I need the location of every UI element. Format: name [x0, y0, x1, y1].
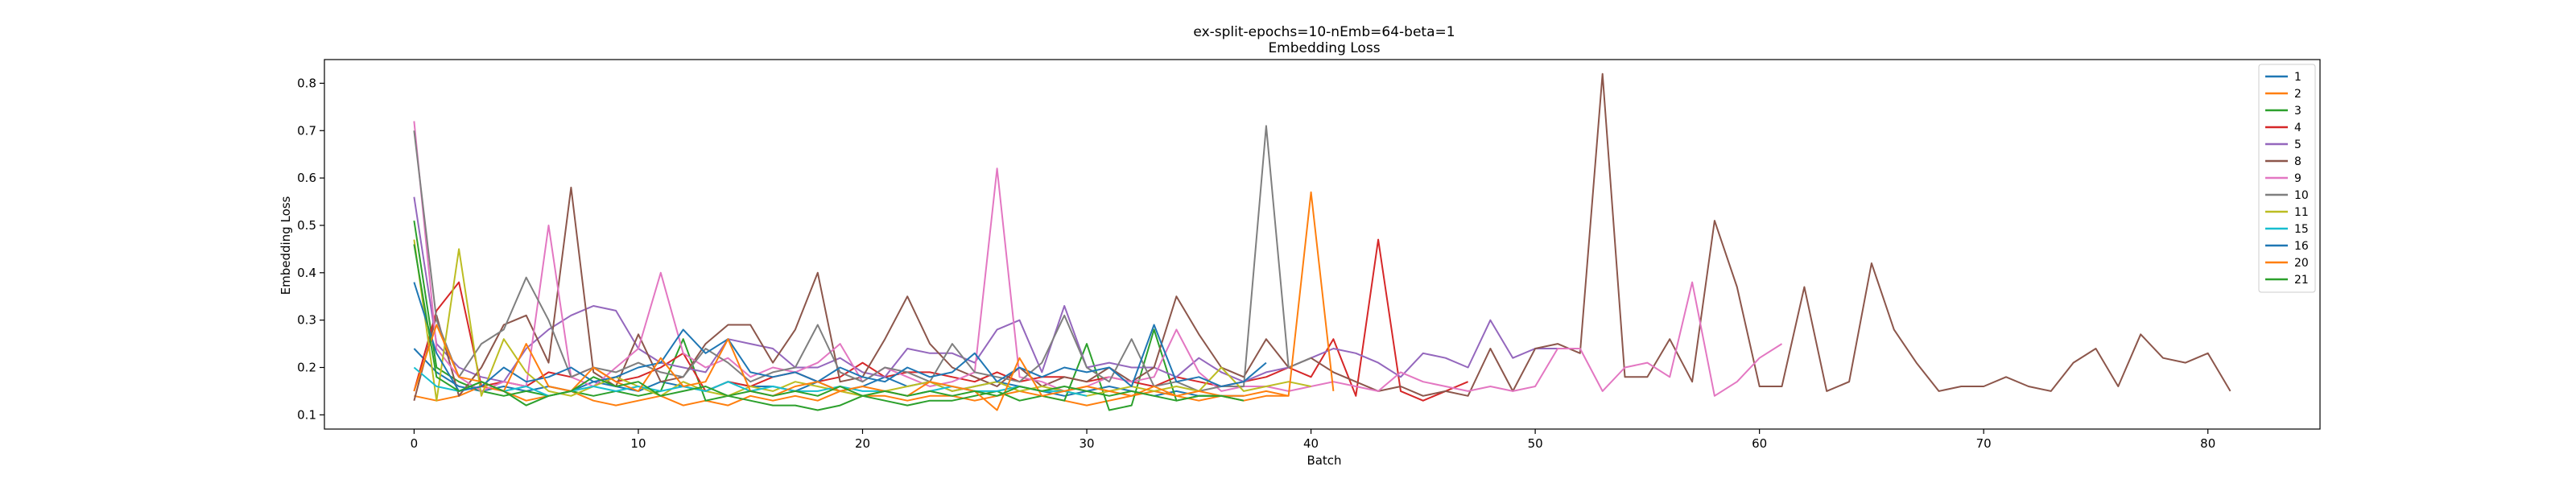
legend-label-2: 2 [2294, 88, 2301, 101]
legend-label-15: 15 [2294, 223, 2309, 236]
series-line-10 [413, 125, 1311, 392]
legend-label-10: 10 [2294, 189, 2309, 202]
x-tick-label: 70 [1976, 436, 1992, 451]
series-line-5 [413, 196, 1580, 383]
y-tick-label: 0.6 [297, 171, 316, 185]
series-line-8 [413, 72, 2231, 401]
legend-label-5: 5 [2294, 138, 2301, 151]
y-tick-label: 0.5 [297, 218, 316, 233]
y-tick-label: 0.8 [297, 76, 316, 90]
legend-label-20: 20 [2294, 257, 2309, 270]
legend-label-11: 11 [2294, 206, 2309, 219]
x-tick-label: 50 [1528, 436, 1543, 451]
x-tick-label: 10 [630, 436, 646, 451]
x-tick-label: 80 [2200, 436, 2215, 451]
legend-label-21: 21 [2294, 274, 2309, 287]
legend: 1 2 3 4 5 8 9 10 11 15 16 20 21 [2258, 64, 2316, 293]
legend-label-8: 8 [2294, 155, 2301, 168]
legend-label-16: 16 [2294, 240, 2309, 253]
legend-label-1: 1 [2294, 71, 2301, 84]
x-tick-label: 30 [1079, 436, 1094, 451]
chart-subtitle: Embedding Loss [1268, 40, 1380, 56]
series-line-16 [413, 282, 1267, 392]
x-tick-label: 20 [855, 436, 870, 451]
legend-label-3: 3 [2294, 105, 2301, 118]
legend-label-9: 9 [2294, 172, 2301, 185]
legend-label-4: 4 [2294, 122, 2301, 134]
x-tick-label: 60 [1752, 436, 1767, 451]
chart-title: ex-split-epochs=10-nEmb=64-beta=1 [1193, 24, 1455, 40]
y-tick-label: 0.4 [297, 266, 316, 280]
y-tick-label: 0.7 [297, 123, 316, 138]
plot-area: 0 10 20 30 40 50 60 70 80 0.1 0.2 0.3 0.4 0.5 0.6 0.7 0.… [297, 59, 2321, 451]
series-line-9 [413, 121, 1783, 397]
y-tick-label: 0.1 [297, 407, 316, 422]
y-tick-label: 0.2 [297, 361, 316, 375]
x-tick-label: 0 [411, 436, 419, 451]
series-line-20 [413, 191, 1335, 411]
x-axis-label: Batch [1307, 453, 1341, 468]
plot-frame [324, 59, 2321, 430]
y-tick-label: 0.3 [297, 313, 316, 328]
y-axis-label: Embedding Loss [279, 196, 293, 295]
x-tick-label: 40 [1303, 436, 1319, 451]
series-line-21 [413, 244, 1245, 407]
